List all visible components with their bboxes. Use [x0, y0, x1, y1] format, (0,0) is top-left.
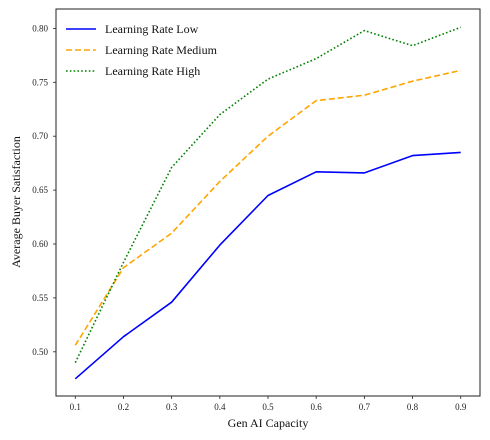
y-axis-ticks: 0.50 0.55 0.60 0.65 0.70 0.75 0.80	[32, 23, 56, 357]
x-tick-label: 0.7	[359, 402, 371, 412]
y-tick-label: 0.70	[32, 131, 48, 141]
x-tick-label: 0.1	[70, 402, 81, 412]
y-axis-title: Average Buyer Satisfaction	[9, 136, 23, 268]
y-tick-label: 0.80	[32, 23, 48, 33]
y-tick-label: 0.60	[32, 239, 48, 249]
x-tick-label: 0.8	[407, 402, 419, 412]
x-tick-label: 0.4	[214, 402, 226, 412]
x-tick-label: 0.5	[262, 402, 274, 412]
y-tick-label: 0.55	[32, 293, 48, 303]
legend-label-3: Learning Rate High	[105, 64, 200, 78]
legend-label-2: Learning Rate Medium	[105, 43, 218, 57]
x-tick-label: 0.9	[455, 402, 467, 412]
y-tick-label: 0.75	[32, 77, 48, 87]
x-tick-label: 0.3	[166, 402, 178, 412]
series-line-2	[74, 69, 461, 346]
series-line-3	[74, 26, 461, 363]
y-tick-label: 0.50	[32, 347, 48, 357]
x-axis-ticks: 0.1 0.2 0.3 0.4 0.5 0.6 0.7 0.8 0.9	[70, 396, 467, 412]
x-axis-title: Gen AI Capacity	[228, 416, 309, 430]
x-tick-label: 0.2	[118, 402, 129, 412]
x-tick-label: 0.6	[311, 402, 323, 412]
legend: Learning Rate Low Learning Rate Medium Lea…	[66, 22, 218, 78]
series-lines	[74, 26, 461, 380]
legend-label-1: Learning Rate Low	[105, 22, 199, 36]
y-tick-label: 0.65	[32, 185, 48, 195]
series-line-1	[74, 151, 461, 380]
